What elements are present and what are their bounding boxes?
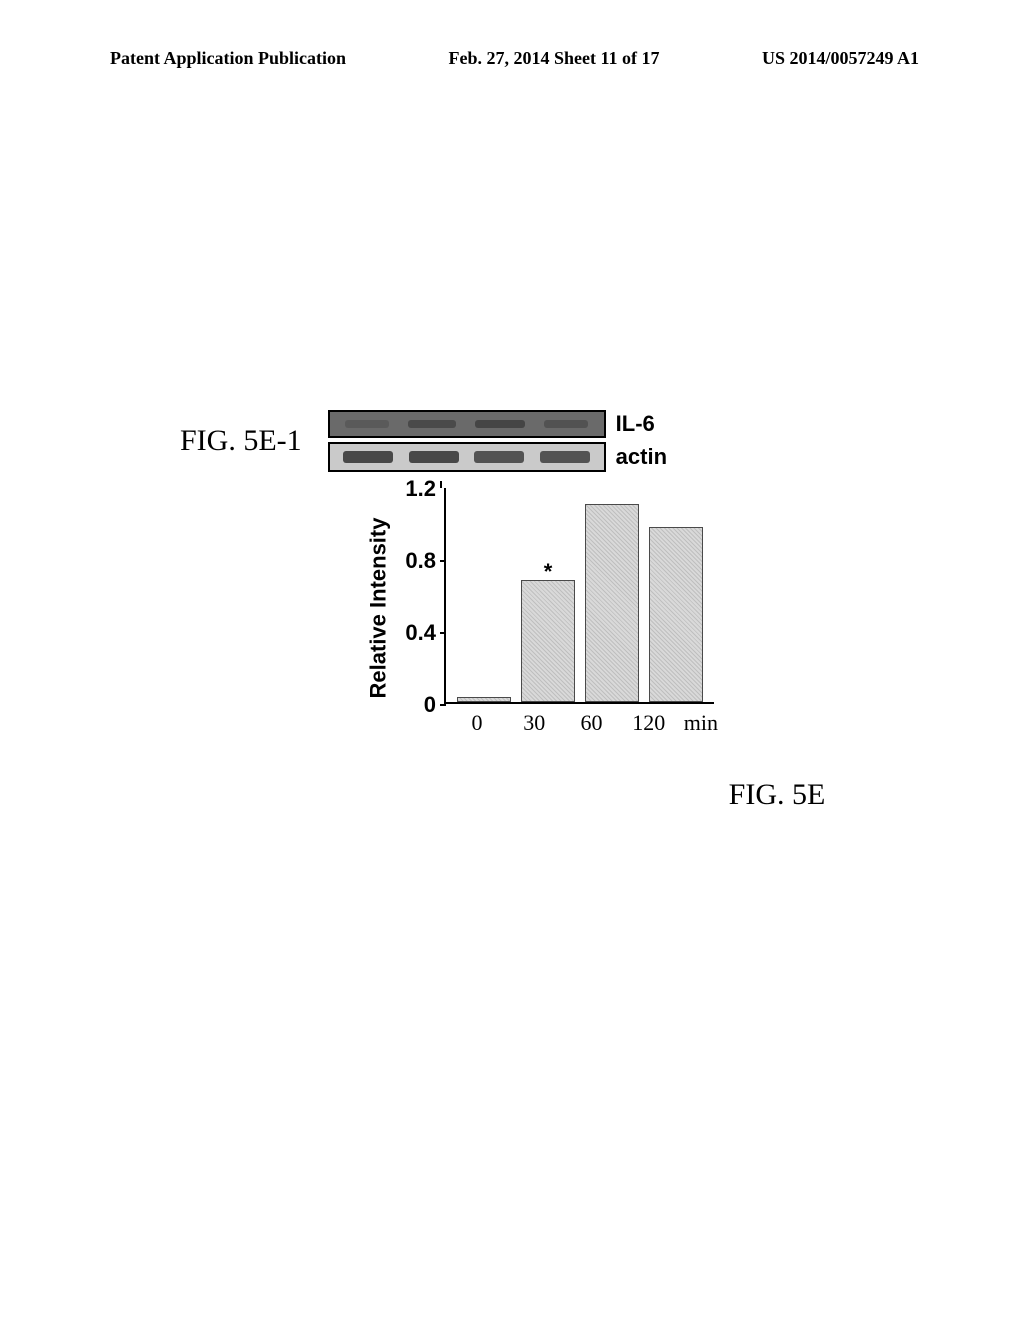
y-tick-label: 0 <box>424 692 436 718</box>
y-tick-label: 0.8 <box>405 548 436 574</box>
x-axis: 0 30 60 120 min <box>444 710 724 736</box>
bar <box>585 504 639 702</box>
x-tick-label: 0 <box>450 710 504 736</box>
gel-band <box>408 420 456 428</box>
header-left: Patent Application Publication <box>110 48 346 69</box>
bar-wrap <box>585 502 639 702</box>
y-tick-label: 0.4 <box>405 620 436 646</box>
bar <box>521 580 575 702</box>
x-tick-label: 120 <box>622 710 676 736</box>
gel-strip-il6 <box>328 410 606 438</box>
plot-area: * 00.40.81.2 <box>444 488 714 704</box>
gel-label-il6: IL-6 <box>616 411 655 437</box>
gel-strips: IL-6 actin <box>328 410 667 472</box>
gel-row-il6: IL-6 <box>328 410 667 438</box>
bar-wrap: * <box>521 566 575 702</box>
bar-chart: * 00.40.81.2 0 30 60 120 <box>396 478 726 738</box>
figure-label-5e1: FIG. 5E-1 <box>180 424 302 458</box>
x-tick-label: 60 <box>565 710 619 736</box>
header-right: US 2014/0057249 A1 <box>762 48 919 69</box>
gel-band <box>540 451 590 463</box>
bars-group: * <box>446 488 714 702</box>
y-tick-label: 1.2 <box>405 476 436 502</box>
page-header: Patent Application Publication Feb. 27, … <box>0 48 1024 69</box>
significance-marker: * <box>544 566 553 578</box>
y-axis-label: Relative Intensity <box>365 518 391 699</box>
y-axis-label-wrap: Relative Intensity <box>360 478 396 738</box>
gel-band <box>345 420 389 428</box>
gel-band <box>409 451 459 463</box>
x-tick-label: 30 <box>507 710 561 736</box>
bar <box>649 527 703 702</box>
gel-band <box>544 420 588 428</box>
gel-band <box>343 451 393 463</box>
gel-band <box>474 451 524 463</box>
chart-row: Relative Intensity * <box>360 478 860 738</box>
bar <box>457 697 511 702</box>
figure-5e: FIG. 5E-1 IL-6 actin <box>180 410 860 738</box>
gel-band <box>475 420 525 428</box>
gel-strip-actin <box>328 442 606 472</box>
gel-block: FIG. 5E-1 IL-6 actin <box>180 410 860 472</box>
bar-wrap <box>649 525 703 702</box>
bar-wrap <box>457 695 511 702</box>
gel-label-actin: actin <box>616 444 667 470</box>
gel-row-actin: actin <box>328 442 667 472</box>
figure-caption-5e: FIG. 5E <box>612 778 942 812</box>
x-axis-unit: min <box>684 710 718 736</box>
header-center: Feb. 27, 2014 Sheet 11 of 17 <box>449 48 660 69</box>
